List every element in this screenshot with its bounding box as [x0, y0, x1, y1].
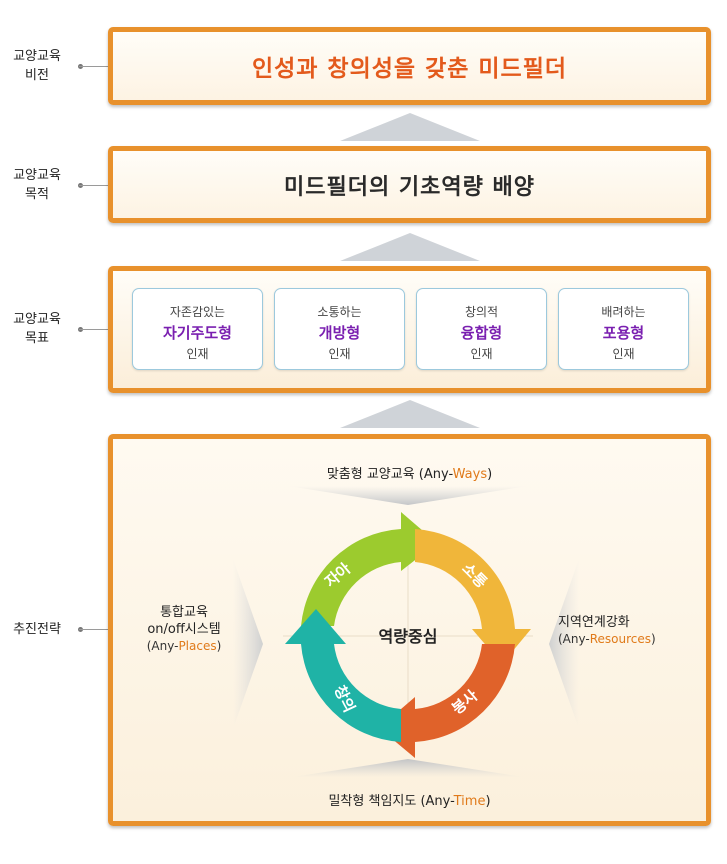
goal-card-main: 포용형: [602, 324, 645, 342]
goal-card-main: 융합형: [460, 324, 503, 342]
strategy-diagram: 자아 소통 봉사 창의 역량중심: [233, 486, 579, 777]
side-label-vision: 교양교육 비전: [0, 47, 74, 85]
side-label-purpose-line1: 교양교육: [13, 168, 61, 183]
strategy-right-text: (Any-: [558, 632, 590, 646]
goal-card: 자존감있는 자기주도형 인재: [132, 288, 263, 370]
strategy-top-accent: Ways: [452, 467, 488, 482]
strategy-top-text: 맞춤형 교양교육 (Any-: [326, 467, 453, 482]
side-label-goal-line2: 목표: [25, 331, 49, 346]
pointer-left: [233, 559, 263, 729]
connector-line: [79, 185, 108, 186]
strategy-right-line1: 지역연계강화: [558, 615, 630, 630]
goal-card-top: 소통하는: [317, 305, 362, 319]
strategy-left-accent: Places: [178, 639, 217, 653]
purpose-text: 미드필더의 기초역량 배양: [284, 174, 535, 200]
side-label-vision-line1: 교양교육: [13, 49, 61, 64]
pointer-bottom: [293, 759, 523, 777]
goal-card-bottom: 인재: [328, 347, 351, 361]
strategy-left-label: 통합교육 on/off시스템 (Any-Places): [119, 604, 249, 655]
strategy-bottom-accent: Time: [453, 794, 486, 809]
strategy-left-text: (Any-: [146, 639, 179, 653]
connector-line: [79, 629, 108, 630]
cycle-segment-service: [379, 644, 515, 758]
side-label-purpose: 교양교육 목적: [0, 166, 74, 204]
connector-line: [79, 329, 108, 330]
vision-text: 인성과 창의성을 갖춘 미드필더: [251, 56, 568, 82]
strategy-bottom-text: 밀착형 책임지도 (Any-: [328, 794, 454, 809]
pointer-right: [549, 559, 579, 729]
strategy-left-close: ): [216, 639, 222, 653]
goal-card: 창의적 융합형 인재: [416, 288, 547, 370]
side-label-strategy: 추진전략: [0, 620, 74, 639]
goal-card-top: 자존감있는: [169, 305, 226, 319]
strategy-top-label: 맞춤형 교양교육 (Any-Ways): [113, 463, 706, 482]
strategy-bottom-label: 밀착형 책임지도 (Any-Time): [113, 790, 706, 809]
side-label-purpose-line2: 목적: [25, 187, 49, 202]
side-label-goal: 교양교육 목표: [0, 310, 74, 348]
side-label-vision-line2: 비전: [25, 68, 49, 83]
strategy-right-close: ): [651, 632, 656, 646]
cycle-segment-self: [301, 512, 437, 626]
strategy-left-line1: 통합교육: [160, 605, 208, 620]
goal-band: 자존감있는 자기주도형 인재 소통하는 개방형 인재 창의적 융합형 인재 배려…: [108, 266, 711, 393]
up-arrow: [340, 113, 480, 141]
goal-card-top: 배려하는: [601, 305, 646, 319]
goal-card: 소통하는 개방형 인재: [274, 288, 405, 370]
goal-card-main: 개방형: [318, 324, 361, 342]
strategy-top-close: ): [487, 467, 493, 482]
cycle-center-label: 역량중심: [379, 627, 438, 646]
goal-card-bottom: 인재: [186, 347, 209, 361]
strategy-band: 자아 소통 봉사 창의 역량중심 맞춤형 교양교육 (Any-Ways) 밀착형…: [108, 434, 711, 826]
cycle-segment-communication: [415, 529, 531, 664]
up-arrow: [340, 233, 480, 261]
connector-line: [79, 66, 108, 67]
pointer-top: [288, 486, 528, 505]
purpose-band: 미드필더의 기초역량 배양: [108, 146, 711, 223]
side-label-strategy-line1: 추진전략: [13, 622, 61, 637]
cycle-segment-creativity: [285, 609, 401, 742]
goal-card-bottom: 인재: [470, 347, 493, 361]
vision-band: 인성과 창의성을 갖춘 미드필더: [108, 27, 711, 105]
strategy-right-label: 지역연계강화 (Any-Resources): [558, 614, 698, 648]
strategy-left-line2: on/off시스템: [147, 622, 221, 637]
strategy-bottom-close: ): [485, 794, 491, 809]
up-arrow: [340, 400, 480, 428]
goal-card-main: 자기주도형: [162, 324, 232, 342]
strategy-right-accent: Resources: [589, 632, 652, 646]
goal-card: 배려하는 포용형 인재: [558, 288, 689, 370]
side-label-goal-line1: 교양교육: [13, 312, 61, 327]
goal-card-bottom: 인재: [612, 347, 635, 361]
goal-card-top: 창의적: [464, 305, 499, 319]
